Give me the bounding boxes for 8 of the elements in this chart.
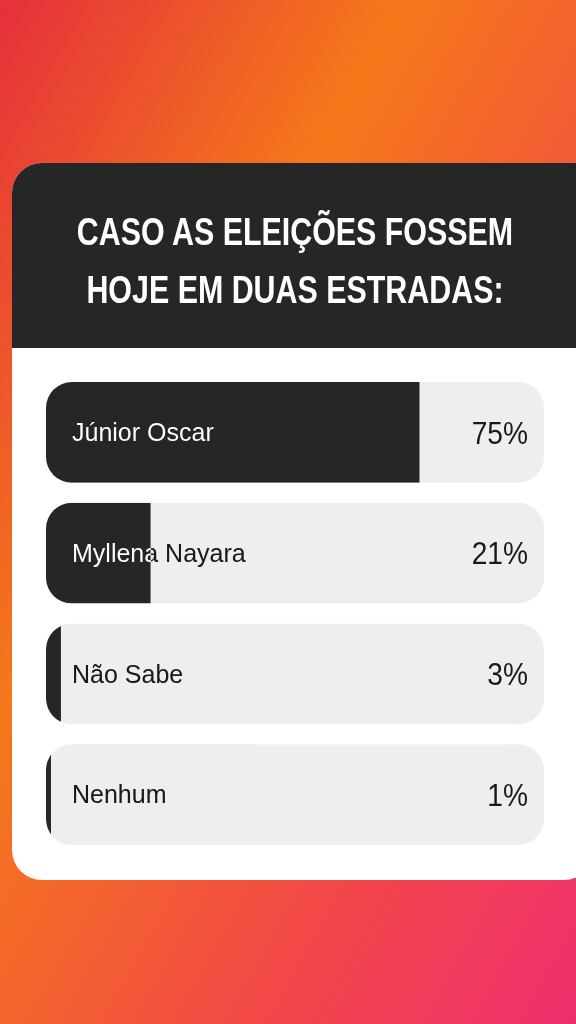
data-label: 1% — [487, 777, 528, 813]
data-label: 3% — [487, 656, 528, 692]
y-tick-label: Nenhum — [72, 780, 167, 809]
y-tick-label: Não Sabe — [72, 659, 184, 688]
chart-title: CASO AS ELEIÇÕES FOSSEM HOJE EM DUAS ESTRADAS: — [76, 209, 514, 311]
data-label: 21% — [471, 535, 528, 571]
data-label: 75% — [471, 414, 528, 450]
y-tick-label: Júnior Oscar — [72, 418, 214, 447]
